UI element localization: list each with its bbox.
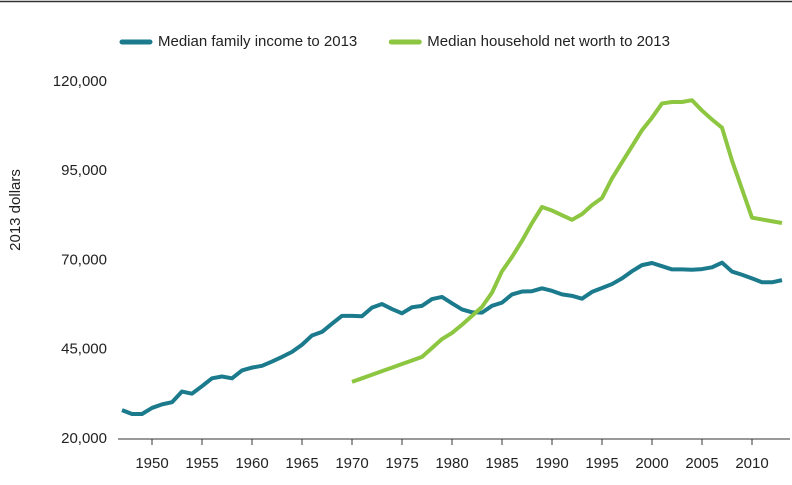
x-tick-label: 2005 — [685, 455, 718, 472]
x-tick-label: 1950 — [135, 455, 168, 472]
y-tick-label: 70,000 — [61, 251, 107, 268]
legend-label: Median household net worth to 2013 — [427, 33, 670, 50]
y-tick-label: 45,000 — [61, 341, 107, 358]
x-tick-label: 1955 — [185, 455, 218, 472]
x-tick-label: 1980 — [435, 455, 468, 472]
x-tick-label: 1975 — [385, 455, 418, 472]
legend-label: Median family income to 2013 — [158, 33, 357, 50]
y-tick-label: 20,000 — [61, 430, 107, 447]
series-line — [121, 260, 783, 417]
y-tick-label: 120,000 — [53, 73, 107, 90]
y-axis-label: 2013 dollars — [7, 169, 24, 251]
x-tick-label: 1965 — [285, 455, 318, 472]
y-tick-label: 95,000 — [61, 162, 107, 179]
x-tick-label: 1985 — [485, 455, 518, 472]
x-tick-label: 1990 — [535, 455, 568, 472]
x-tick-label: 1960 — [235, 455, 268, 472]
x-tick-label: 2010 — [735, 455, 768, 472]
x-tick-label: 1995 — [585, 455, 618, 472]
x-tick-label: 1970 — [335, 455, 368, 472]
x-tick-label: 2000 — [635, 455, 668, 472]
series-line — [351, 98, 783, 384]
